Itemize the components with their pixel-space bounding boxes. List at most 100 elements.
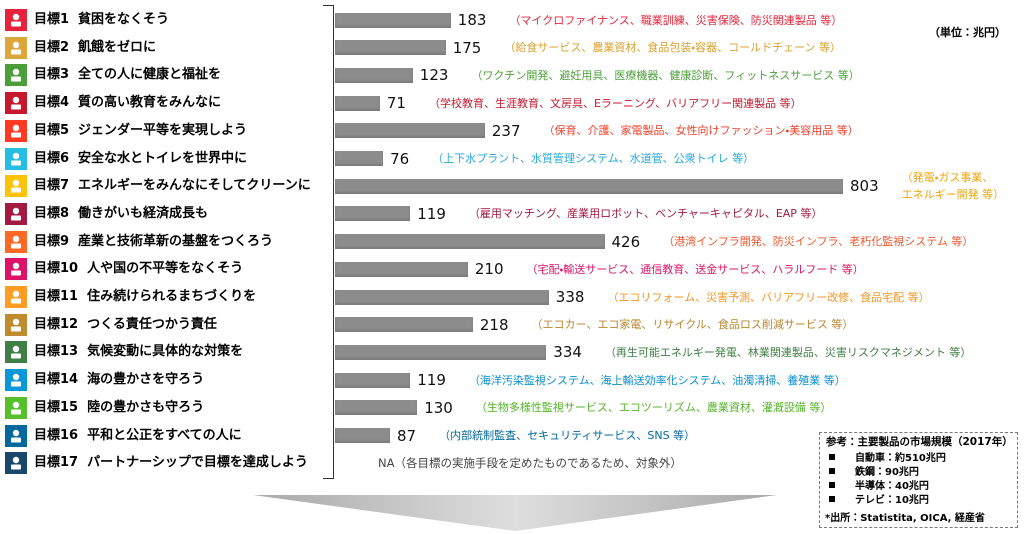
- sdg-goal-15-icon: [5, 396, 27, 419]
- bar-track-goal-16: 87 （内部統制監査、セキュリティサービス、SNS 等）: [335, 423, 695, 449]
- bar-track-goal-8: 119 （雇用マッチング、産業用ロボット、ベンチャーキャピタル、EAP 等）: [335, 201, 822, 227]
- annotation-goal-17: （各目標の実施手段を定めたものであるため、対象外）: [394, 455, 682, 470]
- reference-item-text: テレビ：10兆円: [855, 495, 929, 506]
- category-label-goal-4: 目標4 質の高い教育をみんなに: [34, 90, 221, 116]
- annotation-goal-10: （宅配・輸送サービス、通信教育、送金サービス、ハラルフード 等）: [526, 262, 864, 276]
- goal-number: 目標15: [34, 399, 79, 415]
- chart-row-goal-17: 目標17 パートナーシップで目標を達成しよう NA （各目標の実施手段を定めたものであ…: [0, 450, 1024, 476]
- category-label-goal-17: 目標17 パートナーシップで目標を達成しよう: [34, 450, 308, 476]
- annotation-goal-12: （エコカー、エコ家電、リサイクル、食品ロス削減サービス 等）: [531, 318, 854, 332]
- sdg-pictogram: [11, 179, 21, 193]
- bar-goal-10: [335, 261, 468, 277]
- data-label-goal-15: 130: [424, 398, 453, 417]
- chart-row-goal-9: 目標9 産業と技術革新の基盤をつくろう 426 （港湾インフラ開発、防災インフラ、老朽…: [0, 229, 1024, 255]
- source-note: *出所：Statistita, OICA, 経産省: [825, 513, 985, 524]
- bar-track-goal-6: 76 （上下水プラント、水質管理システム、水道管、公衆トイレ 等）: [335, 146, 754, 172]
- goal-number: 目標2: [34, 39, 70, 55]
- bar-track-goal-7: 803 （発電・ガス事業、 エネルギー開発 等）: [335, 171, 1004, 201]
- chart-row-goal-6: 目標6 安全な水とトイレを世界中に 76 （上下水プラント、水質管理システム、水道管、…: [0, 146, 1024, 172]
- goal-number: 目標12: [34, 316, 79, 332]
- annotation-goal-4: （学校教育、生涯教育、文房具、Eラーニング、バリアフリー関連製品 等）: [428, 96, 802, 110]
- chart-row-goal-7: 目標7 エネルギーをみんなにそしてクリーンに 803 （発電・ガス事業、 エネルギー開…: [0, 171, 1024, 201]
- data-label-goal-5: 237: [491, 121, 521, 140]
- bullet-square-icon: [829, 454, 835, 460]
- goal-title: 気候変動に具体的な対策を: [87, 344, 244, 360]
- category-label-goal-15: 目標15 陸の豊かさも守ろう: [34, 395, 204, 421]
- bar-goal-16: [335, 428, 390, 443]
- category-label-goal-6: 目標6 安全な水とトイレを世界中に: [34, 146, 247, 172]
- data-label-goal-4: 71: [386, 94, 406, 113]
- annotation-goal-3: （ワクチン開発、避妊用具、医療機器、健康診断、フィットネスサービス 等）: [471, 68, 860, 82]
- reference-item-text: 半導体：40兆円: [855, 481, 929, 492]
- bar-track-goal-1: 183 （マイクロファイナンス、職業訓練、災害保険、防災関連製品 等）: [335, 7, 842, 33]
- sdg-goal-3-icon: [5, 64, 27, 87]
- goal-title: 働きがいも経済成長も: [78, 205, 209, 221]
- reference-item-text: 鉄鋼：90兆円: [855, 467, 919, 478]
- bar-track-goal-17: NA （各目標の実施手段を定めたものであるため、対象外）: [335, 450, 682, 476]
- chart-row-goal-2: 目標2 飢餓をゼロに 175 （給食サービス、農業資材、食品包装・容器、コールドチェー…: [0, 35, 1024, 61]
- bar-track-goal-10: 210 （宅配・輸送サービス、通信教育、送金サービス、ハラルフード 等）: [335, 256, 864, 282]
- goal-title: 産業と技術革新の基盤をつくろう: [78, 233, 274, 249]
- category-label-goal-5: 目標5 ジェンダー平等を実現しよう: [34, 118, 247, 144]
- data-label-goal-2: 175: [452, 38, 482, 57]
- chart-row-goal-13: 目標13 気候変動に具体的な対策を 334 （再生可能エネルギー発電、林業関連製品、災…: [0, 339, 1024, 365]
- chart-row-goal-3: 目標3 全ての人に健康と福祉を 123 （ワクチン開発、避妊用具、医療機器、健康診断、…: [0, 62, 1024, 88]
- sdg-goal-6-icon: [5, 147, 27, 170]
- category-label-goal-9: 目標9 産業と技術革新の基盤をつくろう: [34, 229, 273, 255]
- category-label-goal-3: 目標3 全ての人に健康と福祉を: [34, 62, 221, 88]
- annotation-goal-13: （再生可能エネルギー発電、林業関連製品、災害リスクマネジメント 等）: [604, 345, 972, 359]
- sdg-pictogram: [11, 456, 21, 470]
- data-label-goal-13: 334: [553, 343, 582, 362]
- data-label-goal-7: 803: [850, 177, 879, 196]
- goal-title: 質の高い教育をみんなに: [78, 95, 222, 111]
- goal-number: 目標16: [34, 427, 79, 443]
- data-label-goal-6: 76: [390, 149, 410, 168]
- goal-title: 安全な水とトイレを世界中に: [78, 150, 248, 166]
- data-label-goal-14: 119: [417, 371, 446, 390]
- sdg-goal-5-icon: [5, 119, 27, 142]
- goal-number: 目標11: [34, 289, 79, 304]
- sdg-goal-1-icon: [5, 9, 27, 31]
- sdg-pictogram: [11, 290, 21, 304]
- category-axis-line: [323, 5, 334, 479]
- data-label-goal-9: 426: [611, 232, 641, 251]
- sdg-pictogram: [11, 13, 21, 27]
- chart-row-goal-8: 目標8 働きがいも経済成長も 119 （雇用マッチング、産業用ロボット、ベンチャーキャ…: [0, 201, 1024, 227]
- goal-number: 目標13: [34, 344, 79, 360]
- bullet-square-icon: [829, 468, 835, 474]
- goal-number: 目標10: [34, 261, 79, 277]
- bar-track-goal-9: 426 （港湾インフラ開発、防災インフラ、老朽化監視システム 等）: [335, 229, 973, 255]
- goal-title: 陸の豊かさも守ろう: [87, 399, 205, 415]
- goal-title: 全ての人に健康と福祉を: [78, 67, 222, 83]
- sdg-pictogram: [11, 41, 21, 55]
- bar-goal-13: [335, 344, 547, 360]
- sdg-pictogram: [11, 346, 21, 359]
- goal-title: 貧困をなくそう: [78, 12, 170, 27]
- goal-title: 海の豊かさを守ろう: [87, 372, 205, 388]
- chart-row-goal-14: 目標14 海の豊かさを守ろう 119 （海洋汚染監視システム、海上輸送効率化システム、…: [0, 367, 1024, 393]
- data-label-goal-3: 123: [419, 66, 449, 85]
- category-label-goal-11: 目標11 住み続けられるまちづくりを: [34, 284, 256, 310]
- goal-title: つくる責任つかう責任: [87, 316, 217, 332]
- sdg-goal-17-icon: [5, 452, 27, 475]
- sdg-goal-10-icon: [5, 258, 27, 281]
- goal-title: 住み続けられるまちづくりを: [87, 289, 257, 304]
- bar-track-goal-4: 71 （学校教育、生涯教育、文房具、Eラーニング、バリアフリー関連製品 等）: [335, 90, 802, 116]
- goal-number: 目標9: [34, 233, 70, 249]
- sdg-pictogram: [11, 401, 21, 415]
- bar-goal-1: [335, 12, 451, 28]
- goal-number: 目標14: [34, 372, 79, 388]
- chart-row-goal-4: 目標4 質の高い教育をみんなに 71 （学校教育、生涯教育、文房具、Eラーニング、バリ…: [0, 90, 1024, 116]
- sdg-pictogram: [11, 235, 21, 249]
- goal-title: 飢餓をゼロに: [78, 39, 157, 55]
- category-label-goal-1: 目標1 貧困をなくそう: [34, 7, 169, 33]
- reference-item: 自動車：約510兆円: [829, 452, 946, 466]
- bar-goal-7: [335, 178, 843, 194]
- bar-track-goal-3: 123 （ワクチン開発、避妊用具、医療機器、健康診断、フィットネスサービス 等）: [335, 62, 860, 88]
- reference-item: テレビ：10兆円: [829, 494, 929, 508]
- chart-row-goal-1: 目標1 貧困をなくそう 183 （マイクロファイナンス、職業訓練、災害保険、防災関連製…: [0, 7, 1024, 33]
- annotation-goal-11: （エコリフォーム、災害予測、バリアフリー改修、食品宅配 等）: [607, 290, 930, 304]
- annotation-goal-15: （生物多様性監視サービス、エコツーリズム、農業資材、灌漑設備 等）: [475, 401, 832, 415]
- bar-goal-4: [335, 95, 380, 111]
- goal-number: 目標1: [34, 12, 70, 27]
